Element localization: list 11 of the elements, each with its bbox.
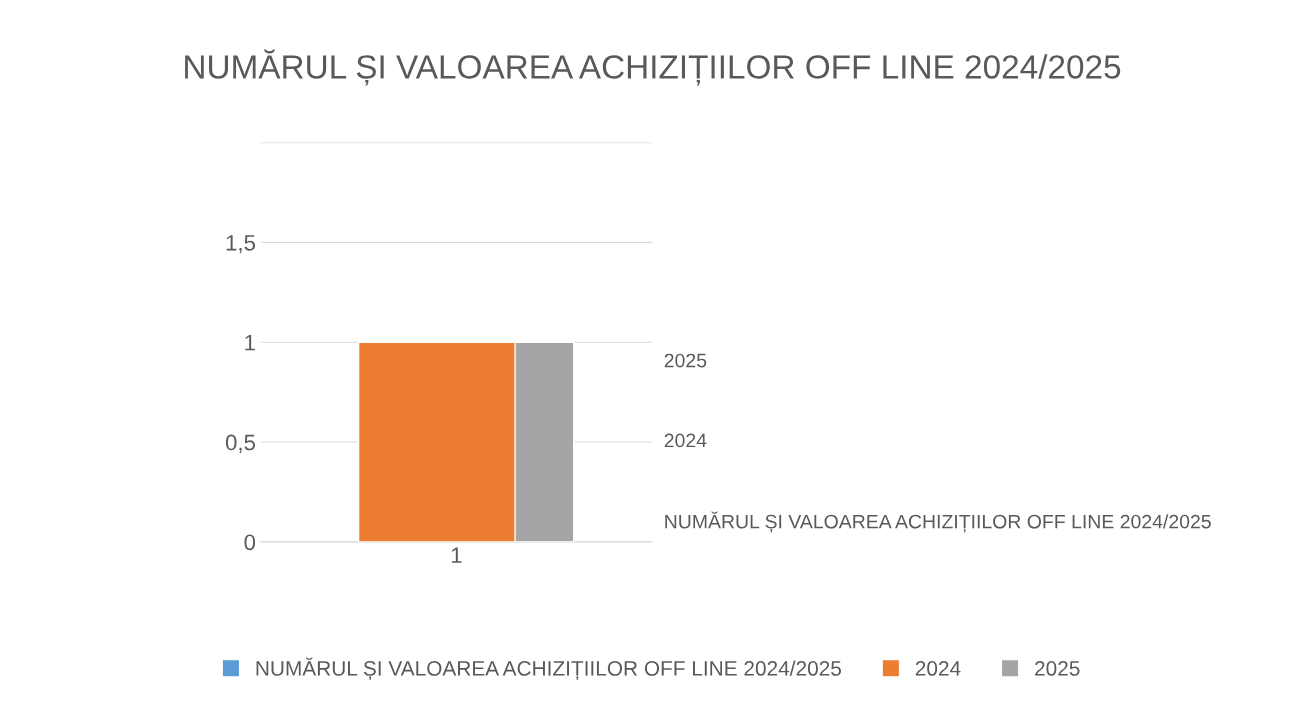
text: NUMĂRUL ȘI VALOAREA ACHIZIȚIILOR OFF LINE 2024/2025: [185, 49, 1121, 86]
y-tick-label: 0,5: [225, 434, 256, 453]
legend-label: 2024: [915, 661, 961, 676]
legend-label: 2025: [1035, 661, 1080, 676]
y-tick-label: 1,5: [226, 235, 256, 254]
y-tick-label: 0: [244, 534, 256, 551]
y-tick-label: 1: [245, 335, 255, 351]
legend-label: NUMĂRUL ȘI VALOAREA ACHIZIȚIILOR OFF LINE 2024/2025: [256, 657, 842, 680]
text: 2025: [664, 353, 707, 368]
text: NUMĂRUL ȘI VALOAREA ACHIZIȚIILOR OFF LINE 2024/2025: [665, 511, 1211, 533]
text: 2024: [664, 433, 707, 448]
